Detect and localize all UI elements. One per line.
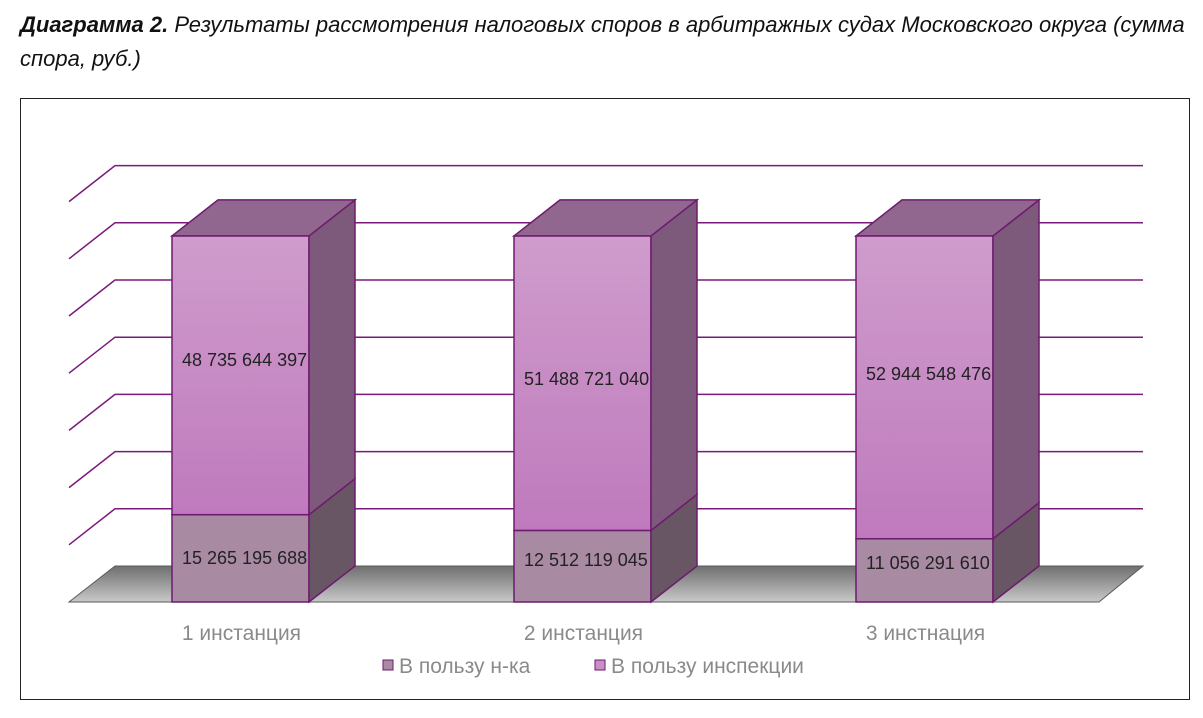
bar-column-1 xyxy=(169,198,358,604)
legend-swatch xyxy=(594,659,606,671)
bar-segment-front xyxy=(171,235,310,516)
bar-segment-side xyxy=(650,198,698,532)
data-label: 12 512 119 045 xyxy=(524,550,648,570)
gridline xyxy=(68,393,1143,431)
legend-swatch xyxy=(382,659,394,671)
data-label: 15 265 195 688 xyxy=(182,548,307,568)
gridline xyxy=(68,336,1143,374)
bar-segment-top xyxy=(853,199,1042,237)
gridline xyxy=(68,222,1143,260)
chart-svg: 15 265 195 688 48 735 644 397 12 512 119 0… xyxy=(67,164,1145,678)
category-label: 3 инстнация xyxy=(866,622,985,645)
gridline xyxy=(68,164,1143,203)
data-label: 48 735 644 397 xyxy=(182,350,307,370)
bar-column-3 xyxy=(853,198,1042,604)
chart-caption: Диаграмма 2. Результаты рассмотрения нал… xyxy=(20,8,1200,76)
data-label: 51 488 721 040 xyxy=(524,369,649,389)
bar-column-2 xyxy=(511,198,700,604)
bar-segment-front xyxy=(855,235,994,540)
data-label: 52 944 548 476 xyxy=(866,364,991,384)
bar-segment-top xyxy=(511,199,700,237)
data-label: 11 056 291 610 xyxy=(866,553,990,573)
gridline xyxy=(68,508,1143,546)
legend-label: В пользу н-ка xyxy=(399,655,531,678)
chart-frame: 15 265 195 688 48 735 644 397 12 512 119 0… xyxy=(20,98,1190,700)
category-label: 2 инстанция xyxy=(524,622,643,645)
legend-label: В пользу инспекции xyxy=(611,655,804,678)
caption-number: Диаграмма 2. xyxy=(20,12,169,37)
bar-segment-side xyxy=(308,198,356,517)
bar-segment-side xyxy=(992,198,1040,541)
bar-segment-top xyxy=(169,199,358,237)
gridline xyxy=(68,279,1143,317)
bar-segment-front xyxy=(855,538,994,603)
bar-segment-front xyxy=(513,235,652,532)
caption-text: Результаты рассмотрения налоговых споров… xyxy=(20,12,1185,71)
gridline xyxy=(68,450,1143,489)
category-label: 1 инстанция xyxy=(182,622,301,645)
